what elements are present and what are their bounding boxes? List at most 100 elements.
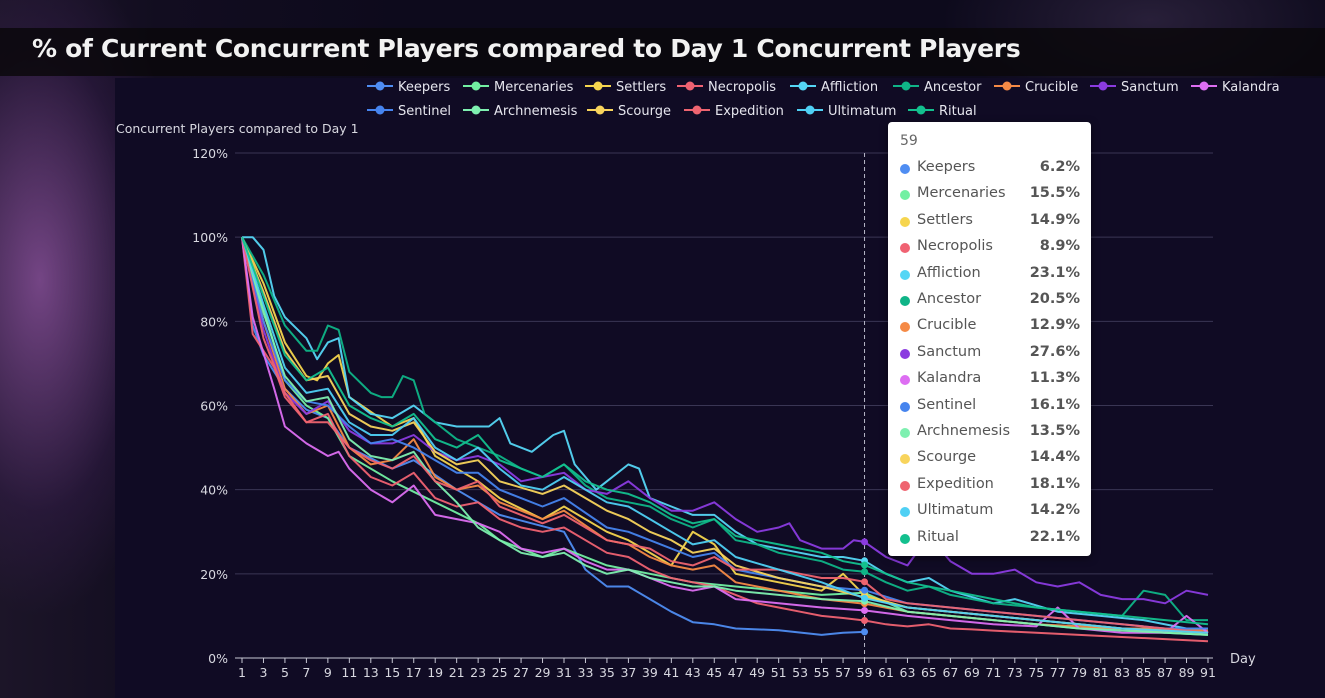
series-line-kalandra[interactable] xyxy=(241,237,1209,634)
series-line-necropolis[interactable] xyxy=(241,237,1209,643)
tooltip-series-value: 27.6% xyxy=(1029,343,1080,360)
legend-marker-expedition[interactable] xyxy=(692,105,702,115)
series-line-expedition[interactable] xyxy=(241,236,1209,634)
tooltip-day: 59 xyxy=(900,133,918,149)
tooltip-row-affliction: Affliction 23.1% xyxy=(900,265,1080,285)
tooltip-row-kalandra: Kalandra 11.3% xyxy=(900,370,1080,390)
legend-marker-settlers[interactable] xyxy=(593,81,603,91)
tooltip-row-sanctum: Sanctum 27.6% xyxy=(900,344,1080,364)
tooltip-series-value: 22.1% xyxy=(1029,528,1080,545)
x-tick-label: 69 xyxy=(964,665,980,680)
legend-marker-sanctum[interactable] xyxy=(1098,81,1108,91)
legend-label-keepers: Keepers xyxy=(398,80,450,95)
legend-marker-ancestor[interactable] xyxy=(901,81,911,91)
tooltip-dot xyxy=(900,348,910,359)
hover-point-expedition xyxy=(861,578,869,586)
tooltip-dot xyxy=(900,322,910,333)
series-line-ultimatum[interactable] xyxy=(241,236,1209,634)
x-tick-label: 17 xyxy=(406,665,422,680)
plot-area xyxy=(115,78,1325,698)
legend-label-sentinel: Sentinel xyxy=(398,104,451,119)
x-tick-label: 27 xyxy=(513,665,529,680)
tooltip-dot xyxy=(900,243,910,254)
legend-marker-ultimatum[interactable] xyxy=(805,105,815,115)
legend-marker-kalandra[interactable] xyxy=(1199,81,1209,91)
legend-label-affliction: Affliction xyxy=(821,80,878,95)
x-tick-label: 65 xyxy=(921,665,937,680)
tooltip-series-name: Ancestor xyxy=(917,291,982,307)
x-tick-label: 67 xyxy=(942,665,958,680)
x-tick-label: 75 xyxy=(1028,665,1044,680)
legend-marker-necropolis[interactable] xyxy=(685,81,695,91)
x-tick-label: 15 xyxy=(384,665,400,680)
tooltip-series-value: 13.5% xyxy=(1029,423,1080,439)
tooltip-row-archnemesis: Archnemesis 13.5% xyxy=(900,423,1080,443)
x-tick-label: 77 xyxy=(1050,665,1066,680)
x-tick-label: 37 xyxy=(620,665,636,680)
x-tick-label: 53 xyxy=(792,665,808,680)
legend-marker-mercenaries[interactable] xyxy=(471,81,481,91)
y-tick-label: 60% xyxy=(200,399,228,414)
x-tick-label: 19 xyxy=(427,665,443,680)
legend-marker-scourge[interactable] xyxy=(595,105,605,115)
tooltip-dot xyxy=(900,480,910,491)
x-tick-label: 63 xyxy=(900,665,916,680)
legend-marker-affliction[interactable] xyxy=(798,81,808,91)
title-bar xyxy=(0,28,1325,76)
series-line-archnemesis[interactable] xyxy=(241,236,1209,636)
tooltip-dot xyxy=(900,296,910,306)
tooltip-row-sentinel: Sentinel 16.1% xyxy=(900,397,1080,417)
hover-point-keepers xyxy=(861,628,869,636)
chart-tooltip: 59 Keepers 6.2% Mercenaries 15.5% Settlers 14… xyxy=(888,122,1091,556)
legend-marker-ritual[interactable] xyxy=(916,105,926,115)
x-tick-label: 13 xyxy=(363,665,379,680)
x-axis-label: Day xyxy=(1230,652,1256,667)
x-tick-label: 85 xyxy=(1136,665,1152,680)
legend-label-mercenaries: Mercenaries xyxy=(494,80,574,95)
x-tick-label: 49 xyxy=(749,665,765,680)
x-tick-label: 73 xyxy=(1007,665,1023,680)
x-tick-label: 79 xyxy=(1071,665,1087,680)
tooltip-series-name: Sentinel xyxy=(917,396,977,413)
x-tick-label: 1 xyxy=(238,665,246,680)
tooltip-series-name: Sanctum xyxy=(917,343,982,360)
tooltip-dot xyxy=(900,164,910,174)
tooltip-series-value: 20.5% xyxy=(1029,291,1080,307)
x-tick-label: 45 xyxy=(706,665,722,680)
x-tick-label: 71 xyxy=(985,665,1001,680)
x-tick-label: 59 xyxy=(857,665,873,680)
tooltip-dot xyxy=(900,428,910,438)
tooltip-series-value: 14.9% xyxy=(1029,211,1080,228)
x-tick-label: 87 xyxy=(1157,665,1173,680)
y-axis-label: Concurrent Players compared to Day 1 xyxy=(116,121,359,136)
x-tick-label: 91 xyxy=(1200,665,1216,680)
tooltip-row-ancestor: Ancestor 20.5% xyxy=(900,291,1080,311)
tooltip-series-value: 14.2% xyxy=(1029,502,1080,519)
tooltip-row-ultimatum: Ultimatum 14.2% xyxy=(900,502,1080,522)
tooltip-series-name: Ritual xyxy=(917,528,959,545)
tooltip-row-ritual: Ritual 22.1% xyxy=(900,529,1080,549)
hover-point-kalandra xyxy=(861,606,869,614)
series-line-ancestor[interactable] xyxy=(241,236,1208,622)
legend-marker-keepers[interactable] xyxy=(375,81,385,91)
x-tick-label: 7 xyxy=(302,665,310,680)
series-line-affliction[interactable] xyxy=(242,236,1208,630)
tooltip-series-value: 14.4% xyxy=(1029,449,1080,466)
legend-label-necropolis: Necropolis xyxy=(708,80,776,95)
x-tick-label: 43 xyxy=(685,665,701,680)
tooltip-row-mercenaries: Mercenaries 15.5% xyxy=(900,185,1080,205)
x-tick-label: 25 xyxy=(492,665,508,680)
legend-marker-crucible[interactable] xyxy=(1002,81,1012,91)
tooltip-series-value: 15.5% xyxy=(1029,185,1080,202)
tooltip-dot xyxy=(900,216,910,227)
legend-label-crucible: Crucible xyxy=(1025,80,1078,95)
x-tick-label: 89 xyxy=(1179,665,1195,680)
legend-marker-archnemesis[interactable] xyxy=(471,105,481,115)
x-tick-label: 31 xyxy=(556,665,572,680)
series-line-ritual[interactable] xyxy=(241,236,1209,626)
x-tick-label: 11 xyxy=(341,665,357,680)
legend-marker-sentinel[interactable] xyxy=(375,105,385,115)
hover-point-sanctum xyxy=(861,538,869,546)
series-line-sanctum[interactable] xyxy=(241,236,1209,605)
